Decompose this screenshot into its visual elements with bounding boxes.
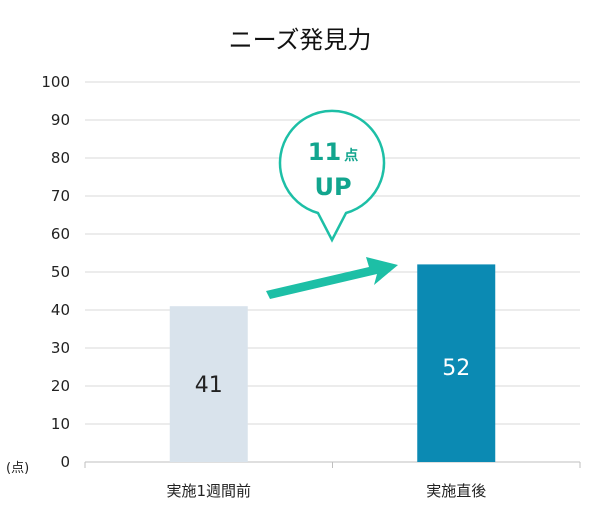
y-tick-label: 10: [51, 415, 70, 433]
y-tick-labels: 0 10 20 30 40 50 60 70 80 90 100: [41, 73, 70, 471]
y-unit-label: (点): [6, 461, 29, 476]
bar-value-label: 52: [442, 356, 470, 381]
bar: [169, 306, 248, 462]
increase-arrow: [266, 257, 398, 299]
callout-shape: [278, 109, 386, 243]
bars: 41 52: [169, 264, 496, 462]
y-tick-label: 0: [60, 453, 70, 471]
y-tick-label: 60: [51, 225, 70, 243]
y-tick-label: 70: [51, 187, 70, 205]
y-tick-label: 100: [41, 73, 70, 91]
category-label: 実施1週間前: [166, 482, 251, 500]
callout-unit: 点: [344, 147, 358, 164]
chart-title: ニーズ発見力: [229, 26, 372, 54]
y-tick-label: 30: [51, 339, 70, 357]
y-tick-label: 20: [51, 377, 70, 395]
category-label: 実施直後: [426, 482, 486, 500]
callout-up-text: UP: [314, 173, 351, 201]
callout-bubble: 11 点 UP: [278, 109, 386, 243]
bar-value-label: 41: [195, 373, 223, 398]
y-tick-label: 50: [51, 263, 70, 281]
y-tick-label: 80: [51, 149, 70, 167]
y-tick-label: 40: [51, 301, 70, 319]
bar: [417, 264, 496, 462]
callout-points: 11 点: [308, 138, 358, 166]
callout-number: 11: [308, 138, 341, 166]
category-labels: 実施1週間前 実施直後: [166, 482, 486, 500]
y-tick-label: 90: [51, 111, 70, 129]
